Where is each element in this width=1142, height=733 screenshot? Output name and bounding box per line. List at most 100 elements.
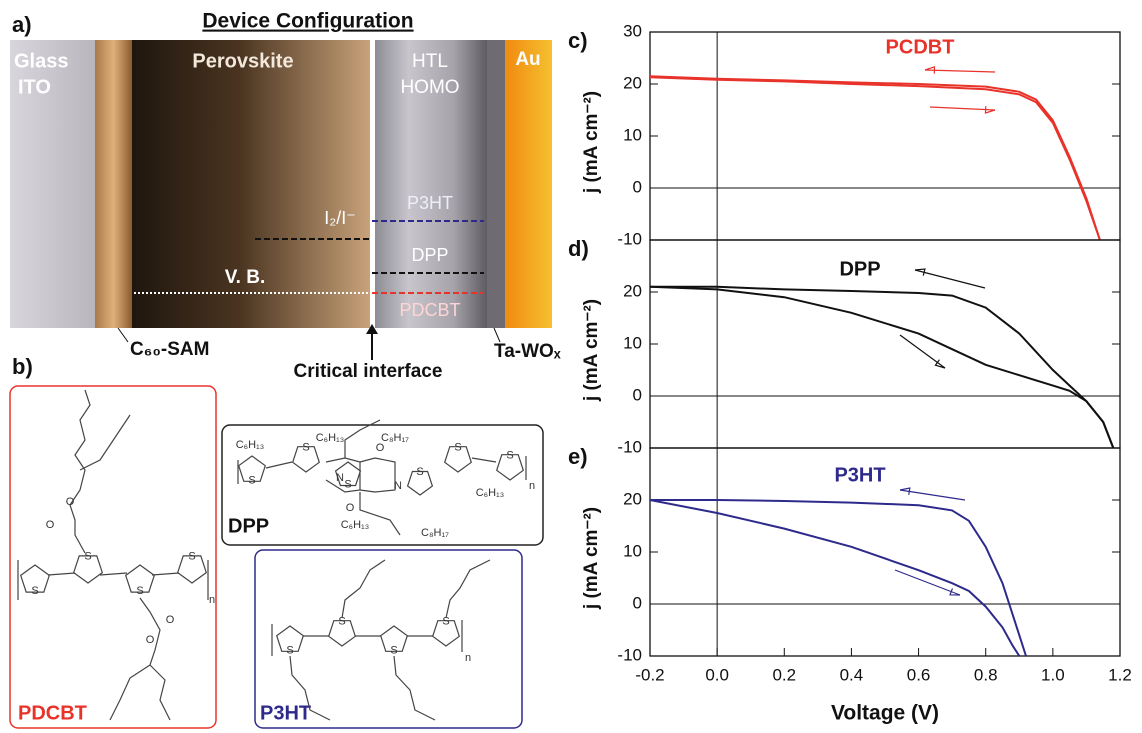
atom-label: n bbox=[209, 594, 215, 606]
level-label: PDCBT bbox=[399, 300, 460, 320]
thiophene-ring bbox=[406, 470, 434, 496]
jv-curve bbox=[649, 499, 1021, 657]
layer-label: ITO bbox=[18, 76, 51, 98]
alkyl-chain bbox=[359, 492, 401, 536]
y-tick-label: 10 bbox=[623, 333, 642, 352]
y-tick-label: 10 bbox=[623, 125, 642, 144]
level-label: DPP bbox=[411, 245, 448, 265]
level-label: P3HT bbox=[407, 193, 453, 213]
atom-label: O bbox=[376, 442, 385, 454]
bond bbox=[47, 572, 76, 576]
x-axis-label: Voltage (V) bbox=[831, 702, 939, 725]
bond bbox=[265, 461, 293, 469]
atom-label: S bbox=[84, 551, 91, 563]
scan-arrow-head bbox=[934, 359, 946, 369]
structure-name: DPP bbox=[228, 515, 269, 537]
bond bbox=[99, 572, 128, 576]
thiophene-ring bbox=[379, 625, 409, 652]
thiophene-ring bbox=[72, 555, 104, 584]
y-tick-label: -10 bbox=[617, 645, 642, 664]
alkyl-chain bbox=[359, 457, 396, 493]
x-tick-label: 0.0 bbox=[705, 665, 729, 684]
panel-label: b) bbox=[12, 354, 33, 379]
y-tick-label: 20 bbox=[623, 489, 642, 508]
atom-label: O bbox=[66, 496, 75, 508]
y-tick-label: 0 bbox=[633, 177, 642, 196]
bond bbox=[151, 572, 180, 576]
layer-label: Ta-WOₓ bbox=[494, 341, 561, 362]
layer-label: Glass bbox=[14, 50, 68, 72]
alkyl-chain bbox=[289, 655, 331, 721]
x-tick-label: 0.4 bbox=[840, 665, 864, 684]
atom-label: S bbox=[416, 466, 423, 478]
jv-curve bbox=[649, 76, 1101, 241]
bond bbox=[471, 457, 497, 463]
atom-label: S bbox=[188, 551, 195, 563]
leader bbox=[493, 327, 501, 343]
y-tick-label: -10 bbox=[617, 437, 642, 456]
scan-arrow bbox=[894, 569, 961, 596]
layer-label: C₆₀-SAM bbox=[130, 339, 209, 360]
glass-layer bbox=[10, 40, 95, 328]
atom-label: N bbox=[336, 472, 344, 484]
htl-layer bbox=[375, 40, 487, 328]
annotation: P3HT bbox=[834, 464, 885, 486]
alkyl-label: C₈H₁₇ bbox=[381, 432, 409, 444]
alkyl-label: C₆H₁₃ bbox=[236, 439, 265, 451]
structure-box bbox=[254, 549, 523, 729]
y-axis-label: j (mA cm⁻²) bbox=[581, 91, 602, 194]
alkyl-chain bbox=[69, 389, 91, 554]
scan-arrow-head bbox=[924, 66, 936, 74]
panel-label: c) bbox=[568, 28, 588, 53]
thiophene-ring bbox=[237, 455, 267, 482]
y-tick-label: 30 bbox=[623, 21, 642, 40]
atom-label: N bbox=[394, 480, 402, 492]
y-tick-label: -10 bbox=[617, 229, 642, 248]
annotation: DPP bbox=[839, 258, 880, 280]
scan-arrow-head bbox=[914, 268, 926, 276]
layer-label: HTL bbox=[412, 51, 448, 72]
y-axis-label: j (mA cm⁻²) bbox=[581, 507, 602, 610]
thiophene-ring bbox=[176, 555, 208, 584]
atom-label: S bbox=[136, 585, 143, 597]
level-label: V. B. bbox=[225, 267, 266, 288]
atom-label: S bbox=[338, 615, 345, 627]
alkyl-chain bbox=[344, 419, 381, 458]
y-tick-label: 20 bbox=[623, 73, 642, 92]
layer-label: Au bbox=[515, 49, 540, 70]
scan-arrow bbox=[914, 269, 986, 289]
atom-label: S bbox=[302, 441, 309, 453]
layer-label: HOMO bbox=[400, 77, 459, 98]
atom-label: n bbox=[465, 652, 471, 664]
scan-arrow-head bbox=[984, 106, 996, 114]
jv-curve bbox=[650, 285, 1115, 449]
atom-label: O bbox=[46, 519, 55, 531]
alkyl-chain bbox=[445, 559, 491, 619]
alkyl-chain bbox=[393, 655, 436, 721]
thiophene-ring bbox=[495, 454, 525, 481]
y-axis-label: j (mA cm⁻²) bbox=[581, 299, 602, 402]
tawox-layer bbox=[487, 40, 505, 328]
plot-frame bbox=[649, 239, 1121, 449]
annotation: PCDBT bbox=[886, 36, 955, 58]
leader bbox=[117, 327, 129, 343]
atom-label: S bbox=[454, 441, 461, 453]
jv-curve bbox=[650, 499, 1027, 657]
structure-box bbox=[221, 424, 544, 546]
structure-box bbox=[9, 385, 217, 729]
x-tick-label: -0.2 bbox=[635, 665, 664, 684]
structure-name: PDCBT bbox=[18, 702, 87, 724]
atom-label: S bbox=[248, 474, 255, 486]
atom-label: S bbox=[506, 449, 513, 461]
y-tick-label: 10 bbox=[623, 541, 642, 560]
alkyl-chain bbox=[149, 664, 171, 721]
thiophene-ring bbox=[327, 620, 357, 647]
atom-label: S bbox=[286, 644, 293, 656]
c60-layer bbox=[95, 40, 132, 328]
atom-label: O bbox=[166, 614, 175, 626]
scan-arrow-head bbox=[949, 588, 961, 596]
panel-a: a) Device Configuration Glass ITO Perovs… bbox=[10, 10, 561, 382]
alkyl-chain bbox=[79, 414, 131, 471]
y-tick-label: 0 bbox=[633, 593, 642, 612]
